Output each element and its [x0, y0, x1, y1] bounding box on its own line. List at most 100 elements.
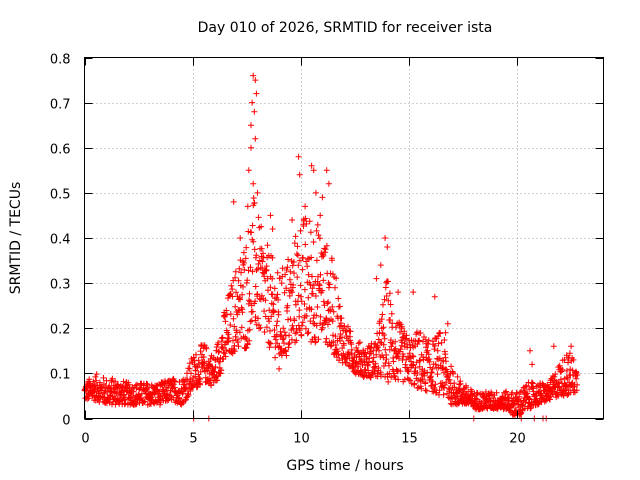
data-point: [188, 370, 194, 377]
data-point: [296, 307, 303, 314]
data-point: [256, 325, 263, 332]
data-point: [308, 254, 315, 261]
data-point: [239, 291, 246, 298]
data-point: [442, 329, 449, 336]
data-point: [225, 295, 231, 302]
data-point: [456, 381, 463, 388]
data-point: [264, 242, 271, 249]
data-point: [305, 294, 312, 301]
data-point: [416, 357, 423, 364]
data-point: [574, 381, 581, 388]
data-point: [317, 313, 324, 320]
data-point: [250, 72, 257, 79]
data-point: [336, 335, 343, 342]
data-point: [436, 387, 443, 394]
data-point: [230, 337, 236, 344]
data-point: [335, 351, 342, 358]
data-point: [446, 386, 453, 393]
data-point: [234, 339, 241, 346]
data-point: [271, 327, 278, 333]
data-point: [263, 324, 270, 331]
data-point: [383, 293, 390, 299]
data-point: [415, 338, 422, 344]
data-point: [238, 324, 245, 331]
data-point: [333, 275, 340, 282]
data-point: [428, 369, 435, 376]
data-point: [387, 317, 394, 323]
data-point: [425, 337, 432, 344]
data-point: [250, 180, 257, 187]
data-points: [81, 72, 581, 422]
data-point: [301, 301, 308, 307]
data-point: [573, 387, 580, 394]
data-point: [380, 324, 387, 331]
data-point: [229, 293, 236, 300]
data-point: [185, 392, 192, 398]
data-point: [251, 199, 258, 206]
data-point: [247, 318, 254, 325]
data-point: [375, 336, 382, 343]
data-point: [323, 167, 330, 174]
data-point: [327, 307, 334, 314]
data-point: [305, 271, 312, 278]
data-point: [339, 334, 345, 341]
data-point: [216, 348, 223, 355]
data-point: [390, 358, 397, 365]
data-point: [242, 345, 249, 352]
data-point: [273, 322, 280, 329]
data-point: [424, 347, 431, 354]
data-point: [253, 252, 260, 259]
data-point: [564, 375, 571, 382]
x-axis-label: GPS time / hours: [286, 458, 403, 474]
data-point: [281, 289, 288, 296]
data-point: [382, 235, 389, 241]
data-point: [236, 329, 243, 336]
data-point: [286, 292, 293, 299]
data-point: [563, 367, 570, 374]
data-point: [230, 315, 237, 322]
data-point: [414, 341, 421, 348]
data-point: [426, 358, 433, 365]
data-point: [366, 345, 373, 351]
data-point: [392, 338, 399, 345]
data-point: [249, 222, 256, 229]
y-tick-label: 0.4: [50, 233, 71, 248]
data-point: [529, 361, 536, 368]
data-point: [322, 246, 329, 253]
data-point: [378, 373, 384, 380]
data-point: [304, 330, 311, 337]
data-point: [437, 330, 444, 337]
data-point: [381, 332, 388, 338]
data-point: [267, 212, 274, 219]
data-point: [270, 301, 277, 308]
y-tick-label: 0: [62, 414, 70, 429]
data-point: [238, 269, 245, 276]
data-point: [321, 320, 327, 327]
data-point: [182, 397, 189, 404]
data-point: [284, 264, 291, 271]
data-point: [171, 384, 178, 391]
data-point: [403, 336, 409, 343]
data-point: [220, 349, 227, 356]
data-point: [310, 167, 317, 174]
data-point: [522, 383, 529, 390]
data-point: [500, 402, 507, 409]
data-point: [435, 340, 442, 347]
x-tick-label: 15: [401, 432, 418, 447]
data-point: [411, 380, 418, 387]
data-point: [193, 351, 199, 358]
data-point: [410, 353, 417, 360]
data-point: [289, 322, 296, 329]
data-point: [320, 252, 327, 259]
data-point: [274, 291, 281, 298]
data-point: [391, 372, 398, 379]
data-point: [431, 293, 438, 300]
data-point: [325, 180, 332, 187]
data-point: [413, 359, 420, 366]
data-point: [294, 243, 301, 250]
data-point: [380, 341, 387, 348]
data-point: [245, 167, 252, 174]
data-point: [240, 283, 246, 290]
tick-labels: 0 0.1 0.2 0.3 0.4 0.5 0.6 0.7 0.8 0 5 10 15 20: [50, 53, 526, 447]
data-point: [255, 315, 261, 322]
